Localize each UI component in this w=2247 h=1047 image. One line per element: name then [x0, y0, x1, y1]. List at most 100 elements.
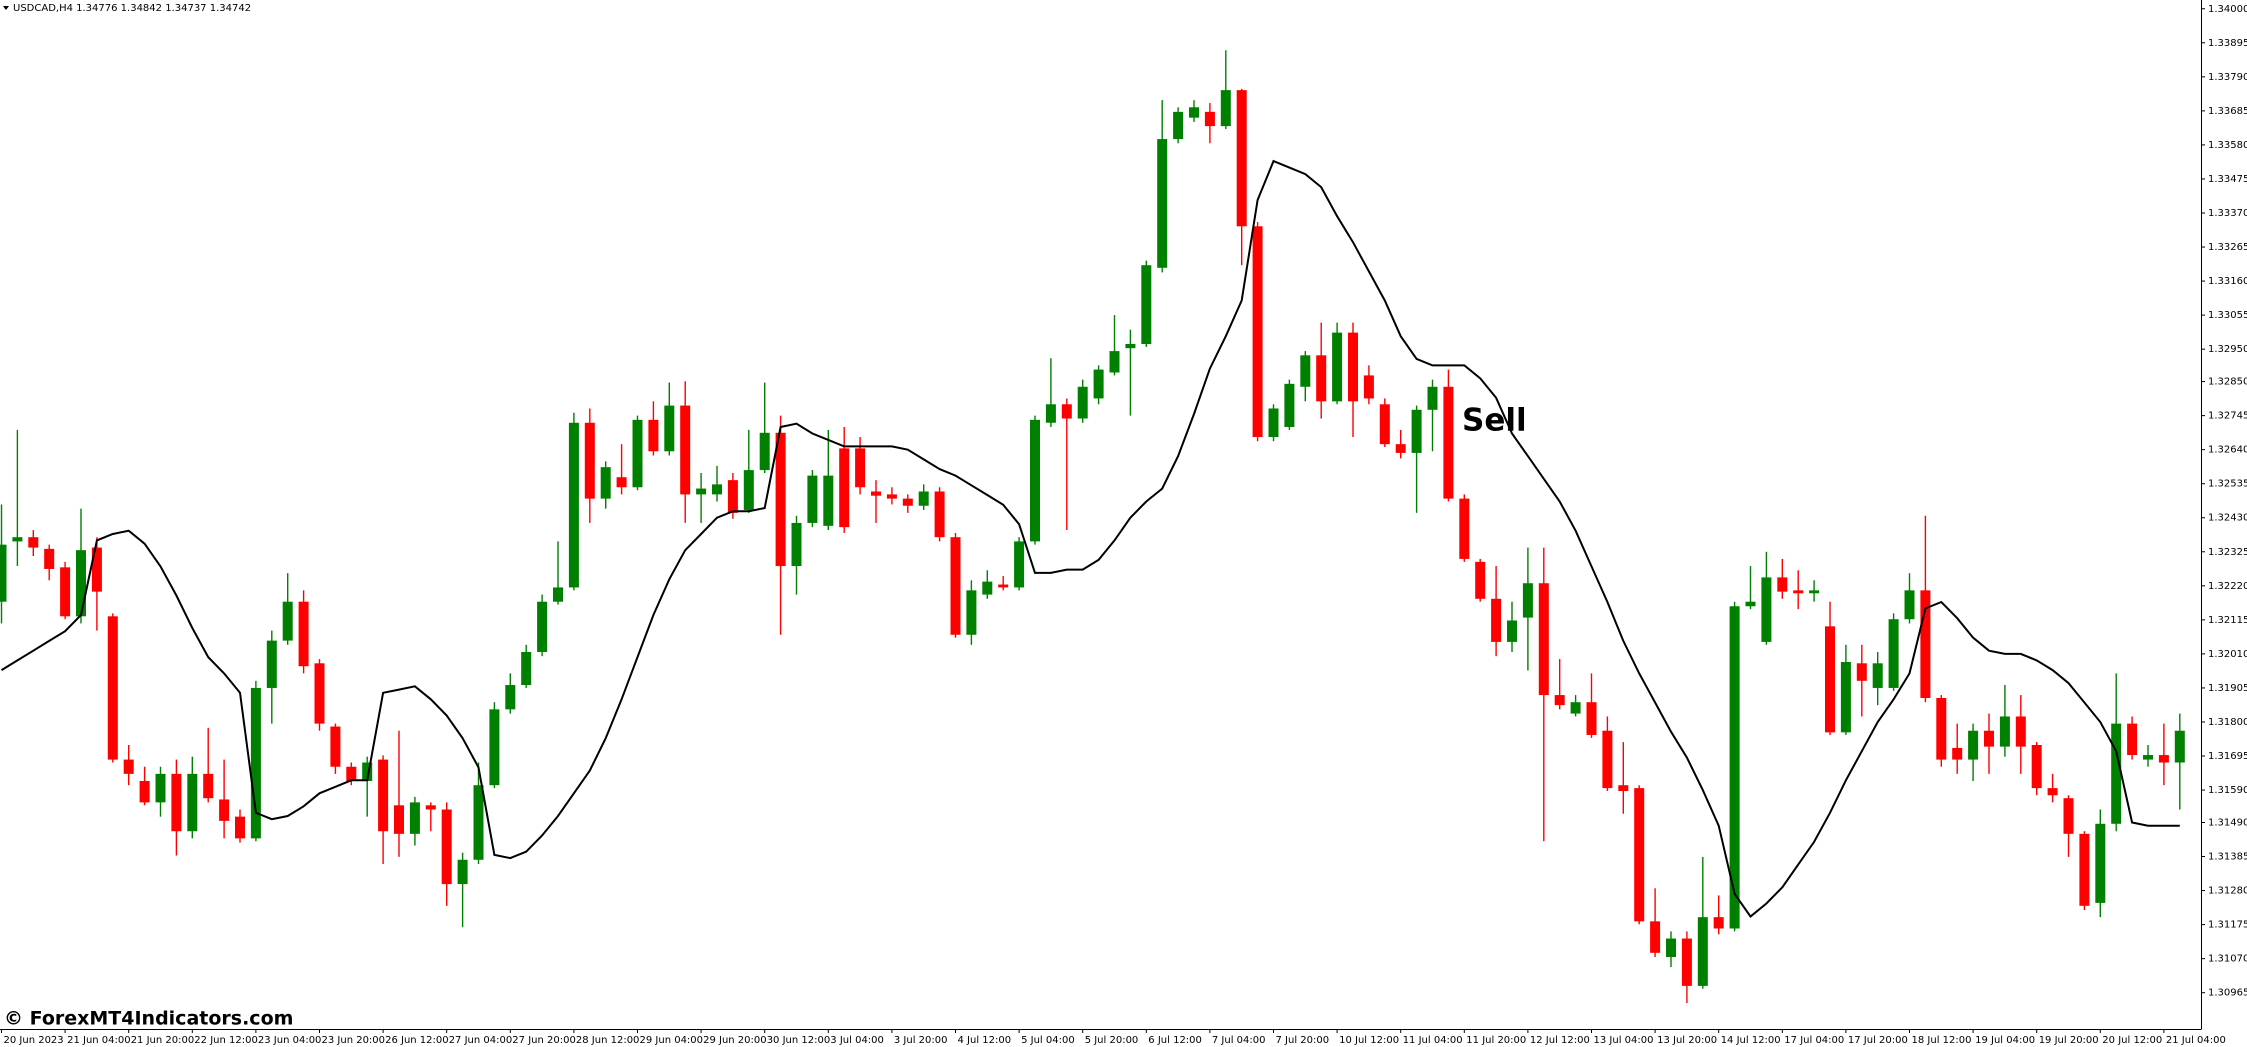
x-tick-label: 29 Jun 20:00 [703, 1035, 767, 1046]
candle-body [1618, 785, 1629, 792]
candle-body [600, 467, 611, 499]
x-tick-label: 6 Jul 12:00 [1148, 1035, 1202, 1046]
x-tick-label: 17 Jul 20:00 [1848, 1035, 1908, 1046]
y-tick-label: 1.34000 [2208, 4, 2247, 15]
candle-body [1761, 577, 1772, 642]
candle-body [2095, 823, 2106, 903]
x-tick-label: 20 Jun 2023 [4, 1035, 64, 1046]
candle-body [378, 759, 389, 832]
candle-body [1856, 663, 1867, 681]
candle-body [886, 494, 897, 499]
sell-annotation: Sell [1462, 403, 1527, 439]
candle-body [203, 773, 214, 799]
y-tick-label: 1.31905 [2208, 683, 2247, 694]
x-tick-label: 28 Jun 12:00 [576, 1035, 640, 1046]
y-tick-label: 1.32115 [2208, 615, 2247, 626]
x-tick-label: 3 Jul 04:00 [830, 1035, 884, 1046]
x-tick-label: 19 Jul 04:00 [1975, 1035, 2035, 1046]
candle-body [394, 805, 404, 834]
candle-body [1952, 747, 1963, 760]
candle-body [1825, 626, 1835, 733]
candle-body [1157, 139, 1168, 268]
candle-body [1713, 917, 1724, 929]
candle-body [1570, 702, 1581, 714]
x-tick-label: 29 Jun 04:00 [640, 1035, 704, 1046]
y-tick-label: 1.33370 [2208, 208, 2247, 219]
candle-body [950, 537, 961, 635]
candle-body [1650, 921, 1661, 953]
candle-body [1507, 620, 1517, 642]
candle-body [123, 759, 134, 774]
y-tick-label: 1.30965 [2208, 988, 2247, 999]
candle-body [473, 785, 484, 860]
candle-body [1379, 404, 1390, 445]
x-tick-label: 5 Jul 04:00 [1021, 1035, 1075, 1046]
candle-body [807, 475, 818, 523]
candle-body [505, 685, 516, 710]
candle-body [1189, 107, 1199, 118]
candle-body [1030, 419, 1040, 542]
candle-body [664, 405, 675, 452]
candle-body [1348, 332, 1358, 402]
candle-body [982, 581, 993, 595]
candle-body [1491, 598, 1502, 642]
candle-body [362, 762, 373, 781]
y-tick-label: 1.32640 [2208, 445, 2247, 456]
candle-body [1634, 788, 1645, 922]
candle-body [966, 590, 977, 635]
x-tick-label: 7 Jul 04:00 [1212, 1035, 1266, 1046]
candle-body [680, 405, 691, 495]
candle-body [1014, 541, 1025, 588]
x-tick-label: 4 Jul 12:00 [958, 1035, 1012, 1046]
x-tick-label: 11 Jul 20:00 [1466, 1035, 1526, 1046]
candle-body [489, 709, 500, 786]
candle-body [759, 432, 770, 471]
candle-body [1395, 444, 1406, 453]
candle-body [1077, 386, 1088, 419]
candle-body [28, 537, 39, 548]
candle-body [457, 859, 468, 885]
candle-body [1920, 590, 1931, 698]
candle-body [918, 491, 929, 506]
candle-body [1316, 355, 1327, 402]
candle-body [1363, 375, 1374, 399]
candle-body [2127, 723, 2138, 756]
candle-body [1984, 730, 1994, 747]
x-tick-label: 3 Jul 20:00 [894, 1035, 948, 1046]
symbol-menu-arrow[interactable] [3, 6, 9, 10]
candle-body [1697, 917, 1708, 986]
candle-body [1427, 386, 1438, 410]
candle-body [1793, 590, 1804, 594]
candle-body [1220, 90, 1231, 127]
y-tick-label: 1.33055 [2208, 310, 2247, 321]
x-tick-label: 27 Jun 20:00 [512, 1035, 576, 1046]
x-tick-label: 12 Jul 12:00 [1530, 1035, 1590, 1046]
candle-body [1538, 583, 1549, 696]
x-tick-label: 23 Jun 20:00 [322, 1035, 386, 1046]
candle-body [1268, 408, 1279, 438]
x-tick-label: 11 Jul 04:00 [1403, 1035, 1463, 1046]
x-tick-label: 20 Jul 12:00 [2102, 1035, 2162, 1046]
x-tick-label: 21 Jul 04:00 [2166, 1035, 2226, 1046]
candle-body [839, 448, 850, 528]
candle-body [855, 448, 866, 488]
candle-body [1681, 938, 1692, 986]
y-tick-label: 1.31695 [2208, 751, 2247, 762]
candle-body [425, 805, 436, 810]
x-tick-label: 30 Jun 12:00 [767, 1035, 831, 1046]
candle-body [712, 484, 722, 495]
candle-body [171, 773, 182, 832]
watermark: © ForexMT4Indicators.com [4, 1008, 293, 1030]
candle-body [902, 498, 913, 506]
y-tick-label: 1.33160 [2208, 276, 2247, 287]
candle-body [823, 475, 834, 526]
candle-body [2015, 716, 2026, 747]
y-tick-label: 1.32850 [2208, 377, 2247, 388]
candle-body [107, 616, 118, 760]
candle-body [2143, 755, 2153, 760]
indicator-line [0, 159, 2180, 918]
candle-body [60, 567, 71, 617]
candle-body [1109, 351, 1120, 373]
